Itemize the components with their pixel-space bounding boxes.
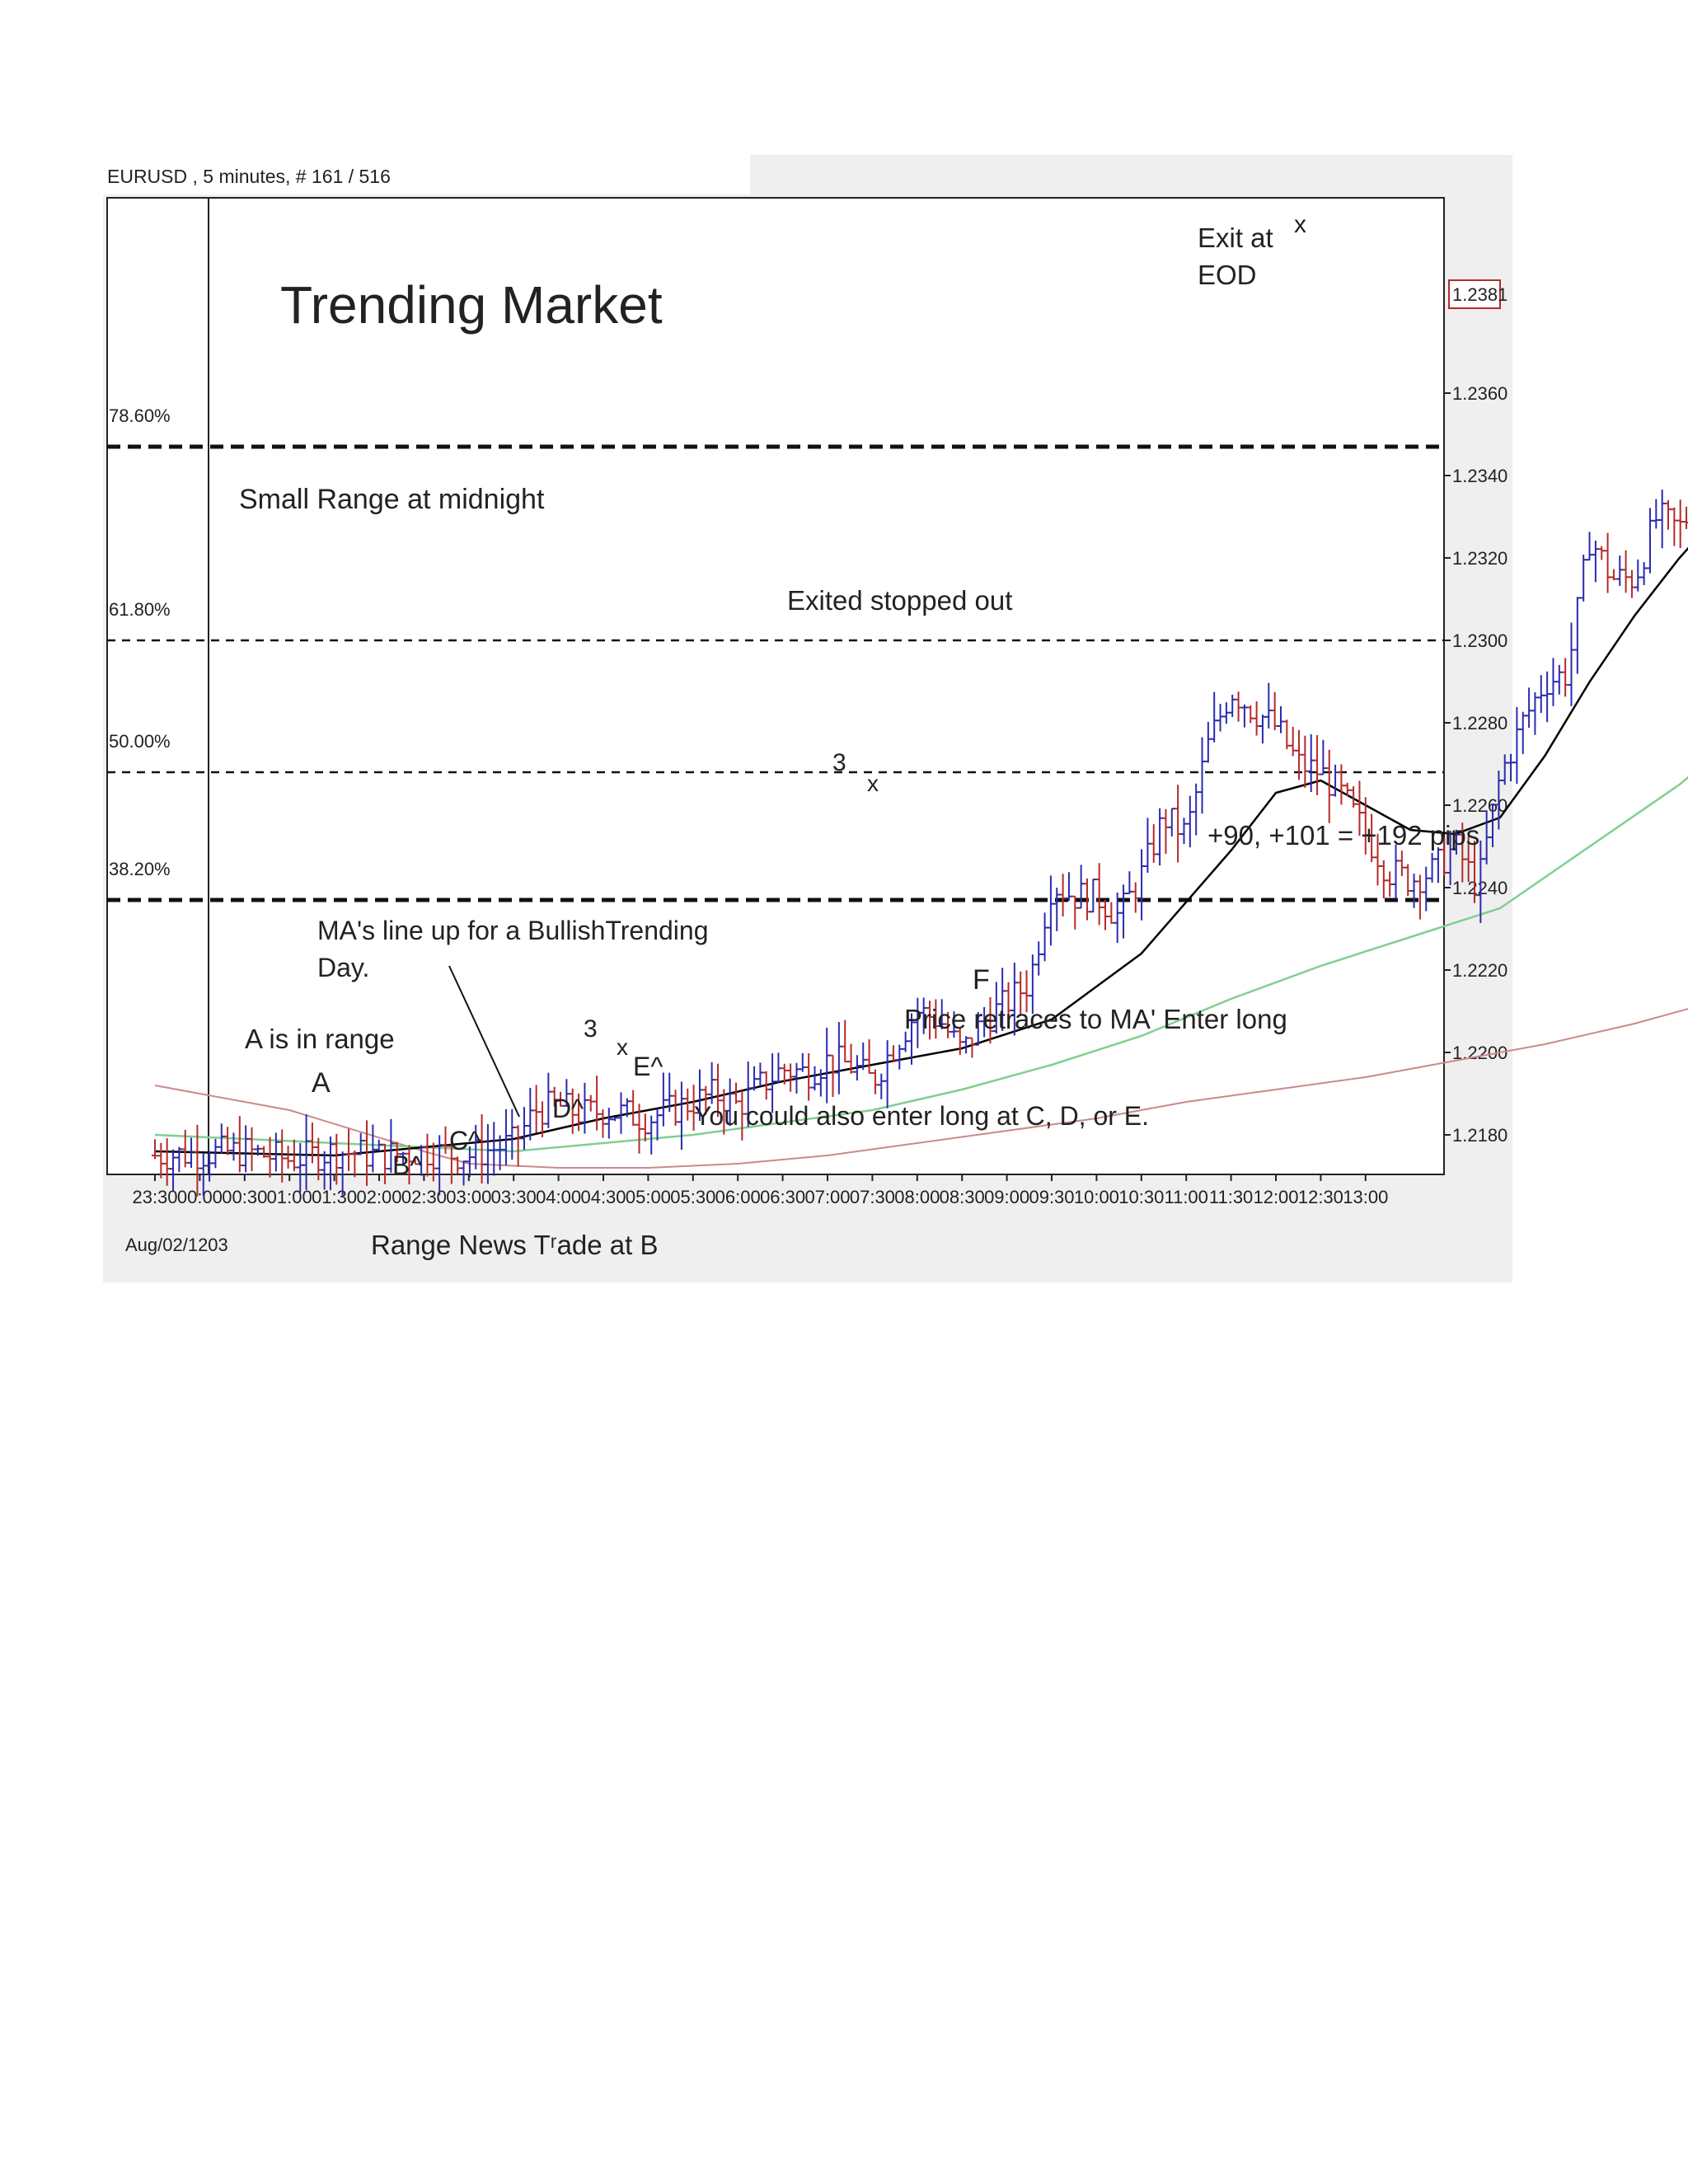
x-tick-label: 08:30 xyxy=(940,1187,985,1207)
ma-pointer-line xyxy=(448,965,520,1118)
fib-levels: 78.60% 61.80% 50.00% 38.20% xyxy=(107,405,1444,902)
x-tick-label: 01:00 xyxy=(267,1187,312,1207)
label-3-d: 3 xyxy=(584,1015,598,1043)
x-axis: 23:30 00:00 00:30 01:00 01:30 02:00 02:30 03:00… xyxy=(132,1174,1388,1207)
y-tick-label: 1.2280 xyxy=(1452,713,1507,733)
fib-level-label: 38.20% xyxy=(109,859,171,879)
label-a: A xyxy=(312,1067,331,1099)
plot-area xyxy=(106,197,1445,1175)
x-tick-label: 02:00 xyxy=(356,1187,401,1207)
ma-fast-line xyxy=(154,546,1688,1157)
annotation-also-enter: You could also enter long at C, D, or E. xyxy=(694,1101,1149,1131)
x-tick-label: 13:00 xyxy=(1343,1187,1388,1207)
y-axis: 1.21801.22001.22201.22401.22601.22801.23… xyxy=(1444,383,1507,1146)
annotation-exit-at: Exit at xyxy=(1198,223,1273,253)
last-price-label: 1.2381 xyxy=(1452,284,1507,305)
chart-title: Trending Market xyxy=(280,275,663,335)
annotation-range-news: Range News Tʳade at B xyxy=(371,1230,659,1260)
y-tick-label: 1.2340 xyxy=(1452,466,1507,486)
x-tick-label: 00:30 xyxy=(222,1187,267,1207)
date-label: Aug/02/1203 xyxy=(125,1235,228,1255)
annotation-pips: +90, +101 = +192 pips xyxy=(1207,820,1479,851)
label-x-peak: x xyxy=(867,771,879,796)
x-tick-label: 11:00 xyxy=(1164,1187,1207,1207)
x-tick-label: 01:30 xyxy=(312,1187,357,1207)
x-tick-label: 11:30 xyxy=(1209,1187,1253,1207)
x-tick-label: 04:00 xyxy=(536,1187,581,1207)
y-tick-label: 1.2220 xyxy=(1452,960,1507,981)
x-tick-label: 12:30 xyxy=(1298,1187,1343,1207)
fib-level-label: 61.80% xyxy=(109,599,171,620)
x-tick-label: 00:00 xyxy=(177,1187,223,1207)
ma-mid-line xyxy=(154,776,1688,1153)
fib-level-label: 78.60% xyxy=(109,405,171,426)
x-tick-label: 06:00 xyxy=(715,1187,761,1207)
annotation-eod: EOD xyxy=(1198,260,1257,290)
x-tick-label: 07:00 xyxy=(804,1187,850,1207)
label-x-e: x xyxy=(617,1034,628,1060)
x-tick-label: 03:30 xyxy=(491,1187,537,1207)
label-f: F xyxy=(973,964,990,996)
header-bar xyxy=(103,155,750,194)
label-d: D^ xyxy=(552,1094,584,1123)
price-bars xyxy=(152,490,1688,1197)
label-3-peak: 3 xyxy=(832,749,846,776)
annotation-small-range: Small Range at midnight xyxy=(239,484,545,515)
annotation-ma-line-2: Day. xyxy=(317,953,369,982)
x-tick-label: 04:30 xyxy=(580,1187,626,1207)
x-tick-label: 23:30 xyxy=(132,1187,177,1207)
x-tick-label: 12:00 xyxy=(1253,1187,1298,1207)
annotation-retraces: Price retraces to MA' Enter long xyxy=(904,1004,1287,1034)
x-tick-label: 05:00 xyxy=(626,1187,671,1207)
x-tick-label: 10:30 xyxy=(1118,1187,1164,1207)
y-tick-label: 1.2320 xyxy=(1452,548,1507,569)
label-x-top: x xyxy=(1294,211,1306,238)
x-tick-label: 06:30 xyxy=(760,1187,805,1207)
x-tick-label: 10:00 xyxy=(1074,1187,1119,1207)
x-tick-label: 08:00 xyxy=(894,1187,940,1207)
x-tick-label: 05:30 xyxy=(670,1187,715,1207)
x-tick-label: 09:00 xyxy=(984,1187,1029,1207)
label-c: C^ xyxy=(449,1126,481,1155)
y-tick-label: 1.2300 xyxy=(1452,630,1507,651)
annotation-ma-line-1: MA's line up for a BullishTrending xyxy=(317,916,708,945)
chart-header: EURUSD , 5 minutes, # 161 / 516 xyxy=(107,166,391,187)
annotation-exited: Exited stopped out xyxy=(787,585,1012,616)
x-tick-label: 07:30 xyxy=(850,1187,895,1207)
label-b: B^ xyxy=(392,1151,422,1180)
fib-level-label: 50.00% xyxy=(109,731,171,752)
y-tick-label: 1.2360 xyxy=(1452,383,1507,404)
label-e: E^ xyxy=(633,1052,663,1081)
x-tick-label: 09:30 xyxy=(1029,1187,1074,1207)
last-price-box xyxy=(1448,279,1501,309)
x-tick-label: 03:00 xyxy=(446,1187,491,1207)
y-tick-label: 1.2180 xyxy=(1452,1125,1507,1146)
annotation-a-in-range: A is in range xyxy=(245,1024,395,1054)
